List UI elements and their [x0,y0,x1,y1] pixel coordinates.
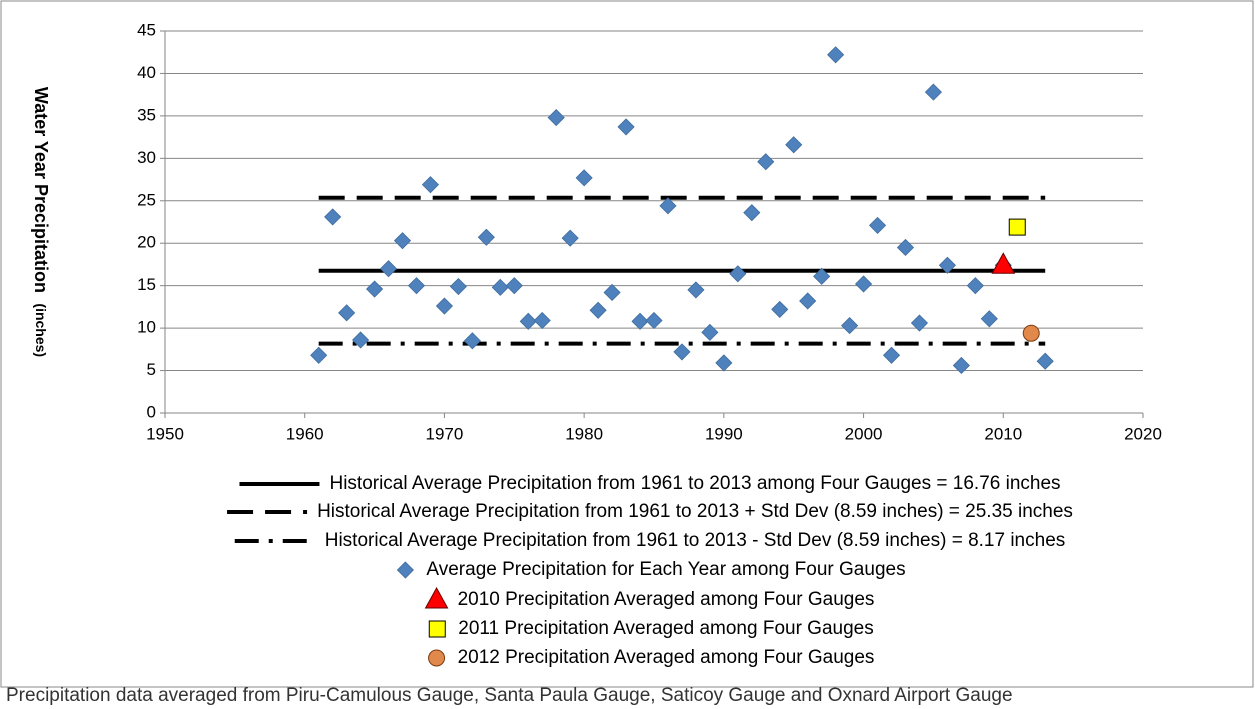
diamond-marker [310,346,328,364]
diamond-marker [673,343,691,361]
y-tick-label: 20 [137,233,156,252]
x-tick-label: 1970 [426,424,464,443]
x-tick-label: 1950 [146,424,184,443]
y-tick-label: 35 [137,105,156,124]
footnote: Precipitation data averaged from Piru-Ca… [6,685,1013,706]
legend-label: Historical Average Precipitation from 19… [317,501,1073,522]
circle-marker [1022,324,1040,342]
diamond-marker [645,311,663,330]
y-tick-label: 15 [137,275,156,294]
diamond-marker [491,278,509,296]
diamond-marker [603,283,621,302]
diamond-marker [938,256,956,274]
diamond-marker [617,118,635,136]
diamond-marker [477,228,495,246]
diamond-marker [366,280,384,298]
y-tick-label: 25 [137,190,156,209]
diamond-marker [757,153,775,171]
diamond-marker [1036,352,1054,370]
legend-label: 2011 Precipitation Averaged among Four G… [458,618,873,639]
diamond-marker [561,229,579,247]
x-tick-label: 1960 [286,424,324,443]
legend-item: 2012 Precipitation Averaged among Four G… [428,647,875,668]
legend-item: Historical Average Precipitation from 19… [234,530,1066,551]
diamond-marker [799,292,817,310]
triangle-marker [424,586,449,609]
y-tick-label: 10 [137,318,156,337]
legend-label: Historical Average Precipitation from 19… [329,473,1060,494]
y-axis-label: Water Year Precipitation [31,87,51,293]
y-tick-label: 40 [137,63,156,82]
legend-item: Average Precipitation for Each Year amon… [396,559,906,580]
diamond-marker [729,265,747,283]
diamond-marker [449,277,467,296]
diamond-marker [687,281,705,299]
diamond-marker [882,346,901,364]
diamond-marker [813,267,831,285]
diamond-marker [505,277,523,295]
x-tick-label: 1990 [705,424,743,443]
diamond-marker [533,311,551,330]
diamond-marker [379,260,398,278]
diamond-marker [324,208,342,226]
chart-border [0,0,1254,688]
x-tick-label: 2020 [1124,424,1162,443]
diamond-marker [352,331,370,349]
diamond-marker [421,176,440,194]
diamond-marker [435,297,453,315]
circle-marker [428,649,446,667]
diamond-marker [393,232,412,250]
y-tick-label: 5 [147,360,156,379]
diamond-marker [910,314,929,332]
diamond-marker [966,277,984,295]
diamond-marker [519,312,537,330]
square-marker [1008,218,1026,236]
legend-item: Historical Average Precipitation from 19… [227,501,1073,522]
y-tick-label: 45 [137,20,156,39]
x-tick-label: 2000 [845,424,883,443]
legend-item: 2010 Precipitation Averaged among Four G… [424,586,875,610]
diamond-marker [463,332,481,350]
diamond-marker [575,169,593,187]
diamond-marker [896,238,915,257]
diamond-marker [715,354,733,372]
diamond-marker [924,83,942,101]
y-axis-title: Water Year Precipitation (inches) [31,87,51,357]
diamond-marker [785,136,803,154]
diamond-marker [980,310,998,328]
diamond-marker [952,356,970,375]
diamond-marker [841,316,859,335]
diamond-marker [407,277,426,295]
y-tick-label: 0 [147,402,156,421]
diamond-marker [701,323,719,341]
diamond-marker [589,301,607,319]
diamond-marker [396,561,414,579]
diamond-marker [659,197,677,215]
x-tick-label: 1980 [565,424,603,443]
diamond-marker [547,109,565,127]
legend-label: Historical Average Precipitation from 19… [325,530,1066,551]
diamond-marker [338,304,356,322]
diamond-marker [855,275,873,293]
diamond-marker [827,46,845,64]
x-tick-label: 2010 [984,424,1022,443]
diamond-marker [771,300,789,319]
diamond-marker [631,312,649,330]
y-axis-unit: (inches) [33,303,49,357]
legend-label: Average Precipitation for Each Year amon… [426,559,905,580]
diamond-marker [868,216,887,234]
diamond-marker [743,204,761,222]
legend-item: Historical Average Precipitation from 19… [239,473,1061,494]
square-marker [428,620,446,638]
legend-label: 2010 Precipitation Averaged among Four G… [458,589,875,610]
triangle-marker [991,252,1016,274]
legend-label: 2012 Precipitation Averaged among Four G… [458,647,875,668]
legend-item: 2011 Precipitation Averaged among Four G… [428,618,874,639]
y-tick-label: 30 [137,148,156,167]
